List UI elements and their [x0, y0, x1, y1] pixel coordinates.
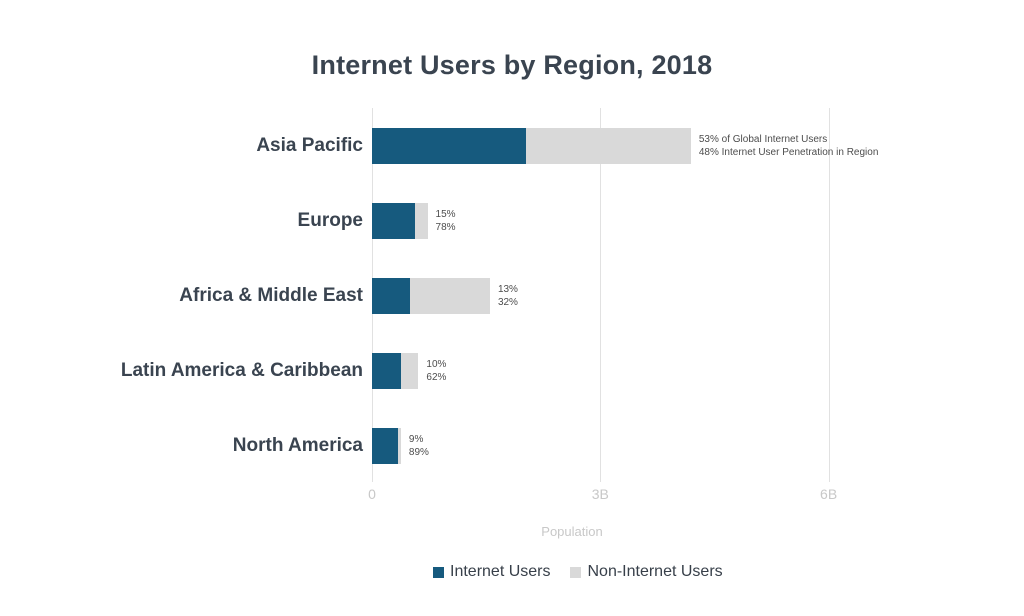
internet-users-swatch-icon [433, 566, 444, 578]
bar-internet-users-segment [372, 427, 398, 464]
legend-label-non-internet-users: Non-Internet Users [587, 563, 723, 580]
bar-non-internet-users-segment [397, 427, 401, 464]
bar-annotation: 10% 62% [426, 358, 446, 384]
bar-internet-users-segment [372, 127, 526, 164]
bar-annotation: 9% 89% [409, 433, 429, 459]
annotation-line: 48% Internet User Penetration in Region [698, 146, 879, 158]
non-internet-users-swatch-icon [570, 566, 582, 578]
bar-non-internet-users-segment [415, 202, 428, 239]
gridline [600, 108, 602, 482]
chart-rows: Asia Pacific 53% of Global Internet Users… [0, 108, 1024, 483]
annotation-line: 9% [408, 433, 424, 445]
bar-annotation: 13% 32% [498, 283, 518, 309]
chart-row: Latin America & Caribbean 10% 62% [0, 333, 1024, 408]
x-axis-title: Population [541, 524, 603, 539]
legend: Internet Users Non-Internet Users [433, 563, 723, 581]
legend-item-non-internet-users: Non-Internet Users [570, 563, 723, 581]
category-label: Latin America & Caribbean [120, 359, 363, 381]
annotation-line: 15% [435, 208, 456, 220]
x-axis-tick-labels: 0 3B 6B [0, 486, 1024, 504]
chart-row: North America 9% 89% [0, 408, 1024, 483]
annotation-line: 89% [408, 446, 429, 458]
chart-title: Internet Users by Region, 2018 [311, 50, 713, 80]
chart-row: Europe 15% 78% [0, 183, 1024, 258]
chart-row: Asia Pacific 53% of Global Internet Users… [0, 108, 1024, 183]
x-tick-label: 3B [591, 486, 609, 502]
bar-non-internet-users-segment [525, 127, 691, 164]
x-tick-label: 0 [368, 486, 376, 502]
legend-item-internet-users: Internet Users [433, 563, 550, 581]
category-label: Asia Pacific [256, 134, 363, 156]
annotation-line: 53% of Global Internet Users [698, 133, 828, 145]
bar-non-internet-users-segment [400, 352, 419, 389]
gridline [828, 108, 830, 482]
annotation-line: 32% [497, 296, 518, 308]
legend-label-internet-users: Internet Users [450, 563, 551, 580]
bar-annotation: 15% 78% [436, 208, 456, 234]
plot-area: Asia Pacific 53% of Global Internet Users… [0, 108, 1024, 483]
annotation-line: 62% [426, 371, 447, 383]
bar-internet-users-segment [372, 202, 416, 239]
x-tick-label: 6B [820, 486, 838, 502]
bar-annotation: 53% of Global Internet Users 48% Internet… [699, 133, 879, 159]
bar-internet-users-segment [372, 277, 411, 314]
annotation-line: 78% [435, 221, 456, 233]
annotation-line: 10% [426, 358, 447, 370]
category-label: Africa & Middle East [179, 284, 363, 306]
chart-row: Africa & Middle East 13% 32% [0, 258, 1024, 333]
category-label: Europe [297, 209, 363, 231]
bar-internet-users-segment [372, 352, 401, 389]
annotation-line: 13% [497, 283, 518, 295]
bar-non-internet-users-segment [410, 277, 490, 314]
category-label: North America [232, 434, 363, 456]
